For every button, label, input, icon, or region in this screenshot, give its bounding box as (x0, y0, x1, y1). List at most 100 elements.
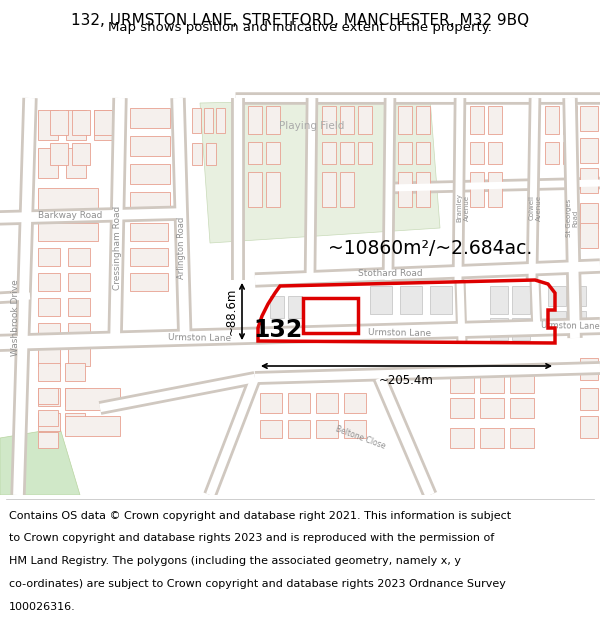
Bar (316, 393, 338, 413)
Bar (398, 106, 412, 134)
Bar (38, 223, 98, 241)
Bar (398, 172, 412, 207)
Bar (288, 393, 310, 413)
Bar (65, 388, 120, 410)
Bar (400, 286, 422, 314)
Bar (65, 416, 120, 436)
Bar (72, 143, 90, 165)
Bar (66, 110, 86, 140)
Bar (370, 286, 392, 314)
Bar (38, 388, 60, 406)
Bar (563, 106, 577, 134)
Bar (568, 311, 586, 331)
Bar (510, 428, 534, 448)
Bar (130, 192, 170, 212)
Bar (580, 138, 598, 163)
Text: Colwell
Avenue: Colwell Avenue (529, 195, 542, 221)
Bar (580, 416, 598, 438)
Text: co-ordinates) are subject to Crown copyright and database rights 2023 Ordnance S: co-ordinates) are subject to Crown copyr… (9, 579, 506, 589)
Bar (38, 110, 58, 140)
Bar (248, 142, 262, 164)
Bar (288, 420, 310, 438)
Polygon shape (200, 98, 440, 243)
Bar (450, 428, 474, 448)
Bar (416, 106, 430, 134)
Bar (38, 413, 60, 431)
Text: Washbrook Drive: Washbrook Drive (11, 279, 20, 356)
Bar (248, 106, 262, 134)
Text: Arlington Road: Arlington Road (178, 217, 187, 279)
Bar (322, 106, 336, 134)
Bar (68, 248, 90, 266)
Text: Stothard Road: Stothard Road (358, 269, 422, 278)
Bar (38, 388, 58, 404)
Bar (68, 348, 90, 366)
Bar (270, 296, 284, 318)
Text: 132: 132 (253, 318, 302, 342)
Bar (50, 110, 68, 135)
Text: 132, URMSTON LANE, STRETFORD, MANCHESTER, M32 9BQ: 132, URMSTON LANE, STRETFORD, MANCHESTER… (71, 14, 529, 29)
Bar (490, 286, 508, 314)
Bar (260, 420, 282, 438)
Bar (490, 318, 508, 340)
Bar (316, 420, 338, 438)
Bar (340, 106, 354, 134)
Bar (130, 136, 170, 156)
Bar (580, 168, 598, 193)
Text: 100026316.: 100026316. (9, 602, 76, 612)
Bar (38, 273, 60, 291)
Bar (450, 373, 474, 393)
Bar (470, 172, 484, 207)
Bar (94, 110, 114, 140)
Bar (38, 298, 60, 316)
Text: HM Land Registry. The polygons (including the associated geometry, namely x, y: HM Land Registry. The polygons (includin… (9, 556, 461, 566)
Bar (340, 172, 354, 207)
Bar (68, 273, 90, 291)
Bar (206, 143, 216, 165)
Bar (248, 172, 262, 207)
Bar (68, 323, 90, 341)
Bar (72, 110, 90, 135)
Bar (358, 142, 372, 164)
Bar (130, 108, 170, 128)
Bar (266, 106, 280, 134)
Bar (416, 172, 430, 207)
Text: Playing Field: Playing Field (280, 121, 344, 131)
Polygon shape (0, 428, 80, 495)
Bar (344, 420, 366, 438)
Bar (266, 172, 280, 207)
Bar (288, 296, 302, 318)
Bar (192, 143, 202, 165)
Bar (38, 410, 58, 426)
Text: ~205.4m: ~205.4m (379, 374, 434, 387)
Bar (130, 248, 168, 266)
Text: to Crown copyright and database rights 2023 and is reproduced with the permissio: to Crown copyright and database rights 2… (9, 533, 494, 543)
Bar (322, 142, 336, 164)
Bar (548, 311, 566, 331)
Bar (512, 318, 530, 340)
Bar (430, 286, 452, 314)
Bar (580, 203, 598, 228)
Bar (65, 363, 85, 381)
Bar (358, 106, 372, 134)
Bar (50, 143, 68, 165)
Bar (65, 388, 85, 406)
Bar (322, 172, 336, 207)
Bar (204, 108, 213, 133)
Bar (340, 142, 354, 164)
Bar (398, 142, 412, 164)
Bar (450, 398, 474, 418)
Bar (68, 298, 90, 316)
Bar (130, 164, 170, 184)
Bar (38, 348, 60, 366)
Text: Beltone Close: Beltone Close (334, 425, 386, 451)
Text: Urmston Lane: Urmston Lane (541, 321, 599, 331)
Bar (488, 106, 502, 134)
Bar (38, 323, 60, 341)
Bar (510, 373, 534, 393)
Bar (480, 398, 504, 418)
Bar (580, 223, 598, 248)
Text: Urmston Lane: Urmston Lane (169, 333, 232, 343)
Text: Bramley
Avenue: Bramley Avenue (457, 194, 470, 222)
Bar (580, 358, 598, 380)
